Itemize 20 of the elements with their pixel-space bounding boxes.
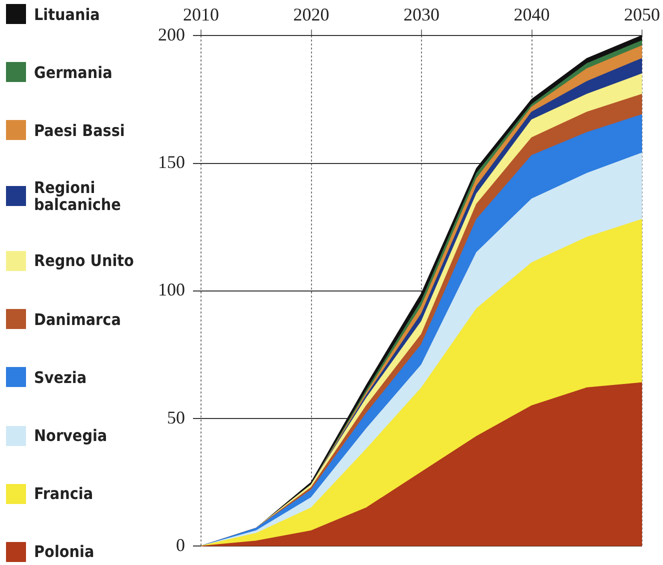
- x-tick-label: 2040: [514, 4, 550, 25]
- legend-label: Norvegia: [34, 426, 108, 446]
- x-tick-label: 2030: [404, 4, 440, 25]
- legend-label: Polonia: [34, 542, 94, 562]
- legend-label: Svezia: [34, 368, 87, 387]
- legend-label: Germania: [34, 62, 112, 82]
- legend-label: Paesi Bassi: [34, 120, 125, 140]
- x-tick-label: 2050: [624, 4, 660, 25]
- y-tick-label: 100: [158, 280, 185, 300]
- legend-label: Lituania: [34, 4, 100, 24]
- y-tick-label: 200: [158, 24, 185, 44]
- legend-label: Francia: [34, 484, 94, 504]
- y-tick-label: 0: [176, 534, 185, 555]
- legend-label: Danimarca: [34, 310, 121, 329]
- y-tick-label: 50: [167, 407, 185, 428]
- x-tick-label: 2010: [183, 4, 219, 25]
- legend-label: Regioni balcaniche: [34, 178, 122, 214]
- y-tick-label: 150: [158, 152, 185, 172]
- legend-label: Regno Unito: [34, 251, 134, 270]
- x-tick-label: 2020: [293, 4, 330, 25]
